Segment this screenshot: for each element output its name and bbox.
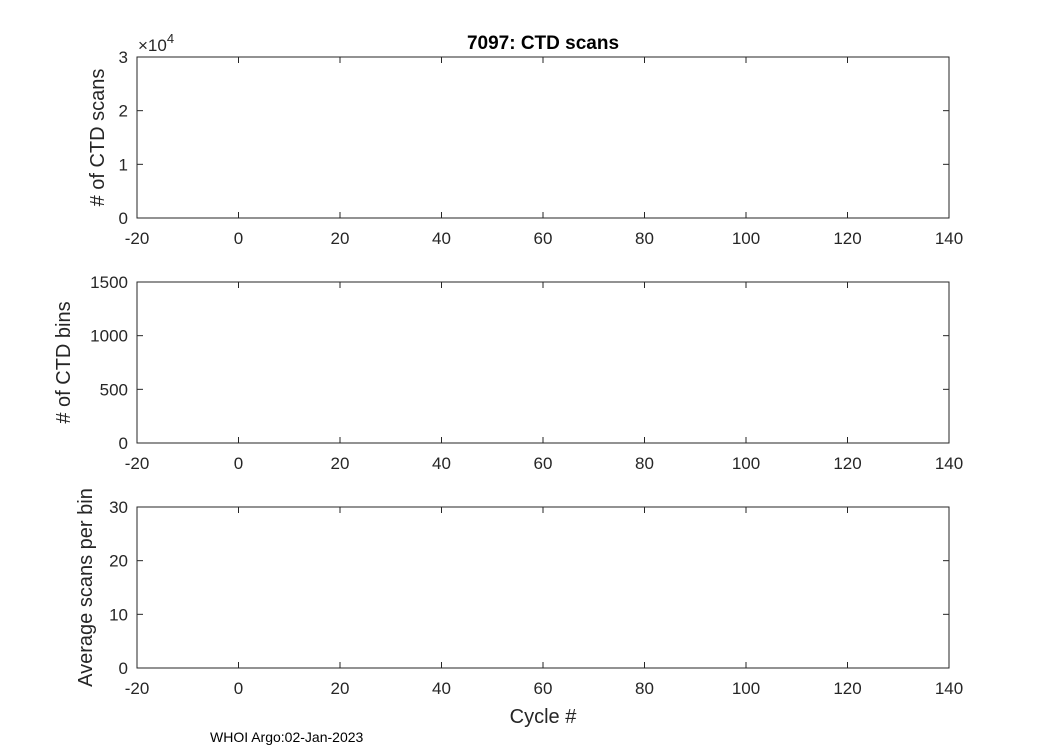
x-tick-label: 40: [432, 229, 451, 248]
y-tick-label: 3: [119, 48, 128, 67]
x-tick-label: 80: [635, 454, 654, 473]
x-tick-label: -20: [125, 454, 150, 473]
x-axis-label: Cycle #: [510, 706, 578, 728]
y-axis-label-scans: # of CTD scans: [87, 69, 109, 207]
y-tick-label: 1: [119, 155, 128, 174]
x-tick-label: 80: [635, 679, 654, 698]
y-tick-label: 10: [109, 605, 128, 624]
y-tick-label: 20: [109, 552, 128, 571]
x-tick-label: 100: [732, 229, 760, 248]
axis-box-avg: [136, 506, 950, 669]
y-tick-label: 0: [119, 434, 128, 453]
x-tick-label: 20: [331, 679, 350, 698]
x-tick-label: 20: [331, 454, 350, 473]
x-tick-label: 140: [935, 679, 963, 698]
x-tick-label: 120: [833, 229, 861, 248]
x-tick-label: 0: [234, 229, 243, 248]
y-tick-label: 2: [119, 102, 128, 121]
y-exponent-label: ×104: [138, 31, 174, 55]
x-tick-label: 60: [534, 679, 553, 698]
x-tick-label: 80: [635, 229, 654, 248]
x-tick-label: 0: [234, 679, 243, 698]
y-tick-label: 500: [100, 380, 128, 399]
axis-box-scans: [136, 56, 950, 219]
y-tick-label: 30: [109, 498, 128, 517]
x-tick-label: 100: [732, 679, 760, 698]
y-axis-label-avg: Average scans per bin: [75, 488, 97, 687]
x-tick-label: 40: [432, 679, 451, 698]
y-tick-label: 1500: [90, 273, 128, 292]
figure-title: 7097: CTD scans: [467, 33, 619, 54]
x-tick-label: 120: [833, 679, 861, 698]
y-tick-label: 0: [119, 209, 128, 228]
x-tick-label: 120: [833, 454, 861, 473]
x-tick-label: -20: [125, 229, 150, 248]
x-tick-label: 60: [534, 229, 553, 248]
x-tick-label: 20: [331, 229, 350, 248]
y-tick-label: 0: [119, 659, 128, 678]
x-tick-label: 60: [534, 454, 553, 473]
x-tick-label: 40: [432, 454, 451, 473]
x-tick-label: 100: [732, 454, 760, 473]
x-tick-label: -20: [125, 679, 150, 698]
x-tick-label: 140: [935, 454, 963, 473]
axis-box-bins: [136, 281, 950, 444]
y-exponent-power: 4: [167, 31, 174, 46]
x-tick-label: 140: [935, 229, 963, 248]
x-tick-label: 0: [234, 454, 243, 473]
footer-stamp: WHOI Argo:02-Jan-2023: [210, 729, 364, 745]
y-axis-label-bins: # of CTD bins: [53, 301, 75, 423]
y-tick-label: 1000: [90, 327, 128, 346]
